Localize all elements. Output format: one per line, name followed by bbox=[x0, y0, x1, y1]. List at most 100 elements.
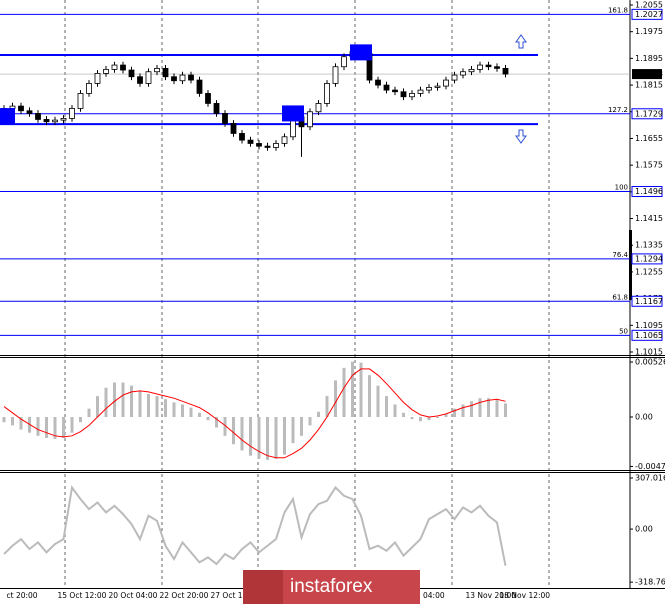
macd-bar bbox=[62, 417, 65, 438]
macd-bar bbox=[87, 408, 91, 418]
macd-bar bbox=[181, 404, 184, 418]
arrows bbox=[515, 34, 527, 144]
macd-bar bbox=[453, 408, 456, 418]
candle-body bbox=[502, 67, 509, 75]
candle-body bbox=[485, 64, 492, 68]
current-price-label: 1.1848 bbox=[635, 70, 663, 79]
x-tick-label: 18 Nov 12:00 bbox=[500, 591, 551, 600]
macd-bar bbox=[317, 411, 320, 418]
candle-body bbox=[60, 118, 67, 121]
macd-bar bbox=[274, 417, 278, 459]
macd-bar bbox=[495, 399, 499, 418]
macd-bar bbox=[470, 401, 473, 418]
x-tick-label: ct 20:00 bbox=[7, 591, 38, 600]
fib-ratio: 76.4 bbox=[612, 251, 628, 259]
fib-ratio: 50 bbox=[619, 327, 628, 335]
candle-body bbox=[18, 105, 24, 112]
candle-body bbox=[196, 79, 203, 94]
y-tick-label: 1.1015 bbox=[635, 347, 663, 356]
panel-borders bbox=[0, 0, 665, 589]
macd-bar bbox=[300, 417, 303, 436]
candle-body bbox=[137, 76, 143, 84]
candle-body bbox=[264, 145, 271, 148]
candle-body bbox=[179, 74, 186, 82]
candle-body bbox=[162, 67, 169, 78]
watermark-text: instaforex bbox=[290, 576, 373, 597]
candle-body bbox=[205, 93, 211, 104]
candle-body bbox=[273, 143, 279, 148]
y-tick-label: 1.1095 bbox=[635, 321, 663, 330]
candle-body bbox=[443, 79, 449, 87]
candle-body bbox=[86, 83, 92, 94]
macd-bar bbox=[351, 361, 354, 418]
candle-body bbox=[477, 64, 483, 70]
macd-bar bbox=[436, 417, 439, 419]
macd-bar bbox=[215, 417, 218, 428]
macd-bar bbox=[419, 417, 422, 422]
macd-bar bbox=[96, 396, 99, 418]
macd-bar bbox=[172, 402, 176, 418]
macd-bar bbox=[427, 417, 431, 421]
y-tick-label: 1.1415 bbox=[635, 214, 663, 223]
candle-body bbox=[256, 143, 262, 147]
x-tick-label: 13 Nov 20:00 bbox=[466, 591, 517, 600]
candle-body bbox=[26, 110, 33, 114]
y-tick-label: 1.1655 bbox=[635, 134, 663, 143]
y-tick-label: 1.1975 bbox=[635, 27, 663, 36]
scroll-bar bbox=[629, 230, 632, 300]
macd-bar bbox=[121, 382, 125, 418]
candle-body bbox=[451, 74, 458, 81]
signal-box bbox=[282, 105, 304, 122]
x-tick-label: 22 Oct 20:00 bbox=[160, 591, 209, 600]
price-box-label: 1.1065 bbox=[635, 331, 663, 340]
macd-bar bbox=[36, 417, 40, 436]
cci-line bbox=[3, 484, 507, 566]
watermark: instaforex bbox=[243, 570, 420, 604]
candle-body bbox=[383, 84, 390, 91]
candle-body bbox=[111, 64, 118, 70]
macd-bar bbox=[359, 362, 363, 418]
x-tick-label: 27 Oct 12:00 bbox=[211, 591, 260, 600]
candle-body bbox=[77, 93, 84, 109]
price-box-label: 1.1496 bbox=[635, 187, 663, 196]
candle-body bbox=[120, 64, 126, 71]
macd-bar bbox=[19, 417, 23, 430]
fib-ratio: 61.8 bbox=[612, 293, 628, 301]
y-tick-label: 1.1575 bbox=[635, 161, 663, 170]
macd-bar bbox=[478, 398, 482, 418]
macd-bar bbox=[45, 417, 48, 438]
macd-bar bbox=[410, 417, 414, 420]
macd-bar bbox=[130, 385, 133, 418]
macd-bar bbox=[487, 398, 490, 418]
macd-bar bbox=[232, 417, 235, 445]
candle-body bbox=[145, 71, 152, 84]
macd-bar bbox=[70, 417, 74, 433]
macd-bar bbox=[113, 382, 116, 418]
macd-bar bbox=[342, 367, 346, 418]
macd-bar bbox=[291, 417, 295, 444]
macd-signal bbox=[3, 368, 506, 459]
candle-body bbox=[188, 74, 194, 81]
candle-body bbox=[400, 91, 407, 98]
macd-bar bbox=[385, 396, 388, 418]
candle-body bbox=[392, 89, 398, 93]
macd-bar bbox=[325, 396, 329, 418]
y-tick-label: 1.1335 bbox=[635, 241, 663, 250]
macd-bar bbox=[138, 390, 142, 418]
price-box bbox=[631, 186, 663, 198]
price-box bbox=[631, 8, 663, 20]
macd-bar bbox=[334, 380, 337, 418]
macd-bar bbox=[206, 417, 210, 421]
fib-ratio: 100 bbox=[615, 184, 628, 192]
candle-body bbox=[154, 67, 160, 73]
y-tick-label: 0.00 bbox=[635, 413, 653, 422]
macd-bar bbox=[257, 417, 261, 459]
macd-bar bbox=[249, 417, 252, 456]
macd-bar bbox=[2, 417, 6, 423]
candle-body bbox=[239, 133, 245, 141]
candle-body bbox=[9, 105, 16, 109]
macd-bar bbox=[189, 407, 193, 418]
y-tick-label: 1.1255 bbox=[635, 267, 663, 276]
x-tick-label: 15 Oct 12:00 bbox=[58, 591, 107, 600]
price-box-label: 1.1167 bbox=[635, 297, 663, 306]
